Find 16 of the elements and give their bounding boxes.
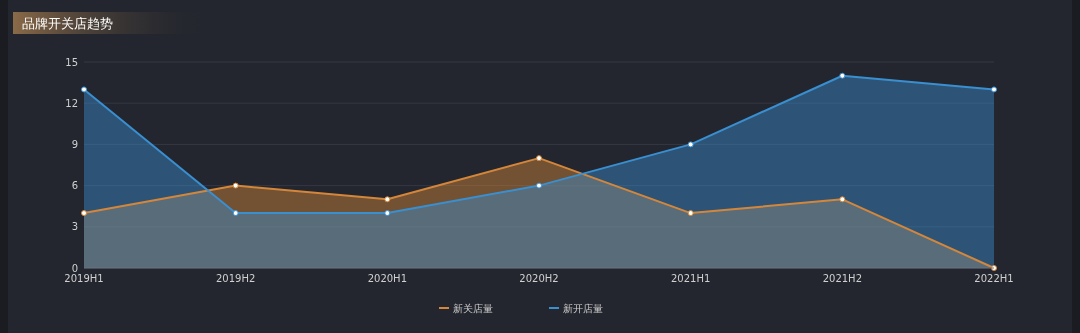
x-tick-label: 2022H1	[974, 273, 1014, 284]
y-tick-label: 15	[65, 56, 78, 68]
legend-label: 新开店量	[563, 302, 603, 314]
x-tick-label: 2021H2	[822, 273, 863, 284]
x-tick-label: 2020H1	[367, 273, 408, 284]
y-tick-label: 9	[71, 138, 78, 150]
x-tick-label: 2020H2	[519, 273, 559, 284]
y-tick-label: 0	[71, 262, 78, 274]
x-tick-label: 2019H2	[215, 273, 256, 284]
chart-title: 品牌开关店趋势	[22, 16, 113, 31]
y-tick-label: 3	[71, 221, 78, 233]
y-tick-label: 12	[65, 97, 78, 109]
legend-label: 新关店量	[453, 302, 493, 314]
y-tick-label: 6	[71, 180, 78, 192]
x-tick-label: 2019H1	[64, 273, 104, 284]
x-tick-label: 2021H1	[670, 273, 711, 284]
